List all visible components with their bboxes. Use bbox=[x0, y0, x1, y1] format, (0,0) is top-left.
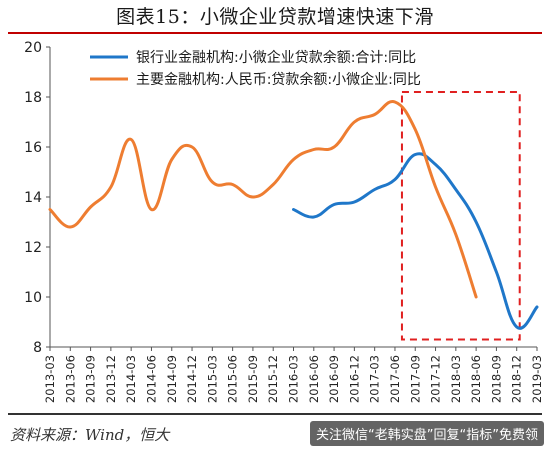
x-tick-label: 2015-09 bbox=[246, 355, 260, 403]
watermark-banner: 关注微信“老韩实盘”回复“指标”免费领 bbox=[310, 421, 544, 446]
legend-label-1: 银行业金融机构:小微企业贷款余额:合计:同比 bbox=[136, 49, 416, 66]
x-tick-label: 2015-06 bbox=[226, 355, 240, 403]
source-note: 资料来源：Wind，恒大 bbox=[10, 426, 170, 444]
x-tick-label: 2015-12 bbox=[266, 355, 280, 403]
y-tick-label: 8 bbox=[33, 340, 42, 356]
y-tick-label: 14 bbox=[24, 190, 42, 206]
x-tick-label: 2016-06 bbox=[307, 355, 321, 403]
x-tick-label: 2017-09 bbox=[408, 355, 422, 403]
y-tick-label: 16 bbox=[24, 140, 42, 156]
y-tick-label: 18 bbox=[24, 90, 42, 106]
highlight-box bbox=[400, 91, 521, 341]
y-tick-label: 10 bbox=[24, 290, 42, 306]
x-tick-label: 2018-09 bbox=[489, 355, 503, 403]
x-tick-label: 2014-09 bbox=[165, 355, 179, 403]
y-tick-label: 20 bbox=[24, 40, 42, 56]
x-tick-label: 2018-06 bbox=[469, 355, 483, 403]
series-line-1 bbox=[292, 152, 539, 330]
x-tick-label: 2016-03 bbox=[287, 355, 301, 403]
footer-divider bbox=[8, 413, 542, 415]
x-tick-label: 2015-03 bbox=[205, 355, 219, 403]
x-tick-label: 2013-12 bbox=[104, 355, 118, 403]
x-tick-label: 2014-03 bbox=[124, 355, 138, 403]
x-tick-label: 2016-09 bbox=[327, 355, 341, 403]
x-tick-label: 2013-06 bbox=[63, 355, 77, 403]
title-divider bbox=[8, 32, 542, 34]
x-tick-label: 2017-06 bbox=[388, 355, 402, 403]
legend-label-2: 主要金融机构:人民币:贷款余额:小微企业:同比 bbox=[136, 71, 421, 88]
y-tick-label: 12 bbox=[24, 240, 42, 256]
line-chart: 8 10 12 14 16 18 20 2013-03 2013-06 2013-09 2013-1… bbox=[24, 40, 544, 403]
x-tick-label: 2014-06 bbox=[144, 355, 158, 403]
x-tick-label: 2018-03 bbox=[449, 355, 463, 403]
x-tick-label: 2014-12 bbox=[185, 355, 199, 403]
x-tick-label: 2019-03 bbox=[530, 355, 544, 403]
x-tick-label: 2017-03 bbox=[368, 355, 382, 403]
x-tick-label: 2013-03 bbox=[43, 355, 57, 403]
x-tick-label: 2016-12 bbox=[347, 355, 361, 403]
x-tick-label: 2013-09 bbox=[84, 355, 98, 403]
chart-title: 图表15：小微企业贷款增速快速下滑 bbox=[116, 6, 434, 28]
x-tick-label: 2018-12 bbox=[510, 355, 524, 403]
series-line-2 bbox=[48, 100, 478, 299]
x-tick-label: 2017-12 bbox=[429, 355, 443, 403]
